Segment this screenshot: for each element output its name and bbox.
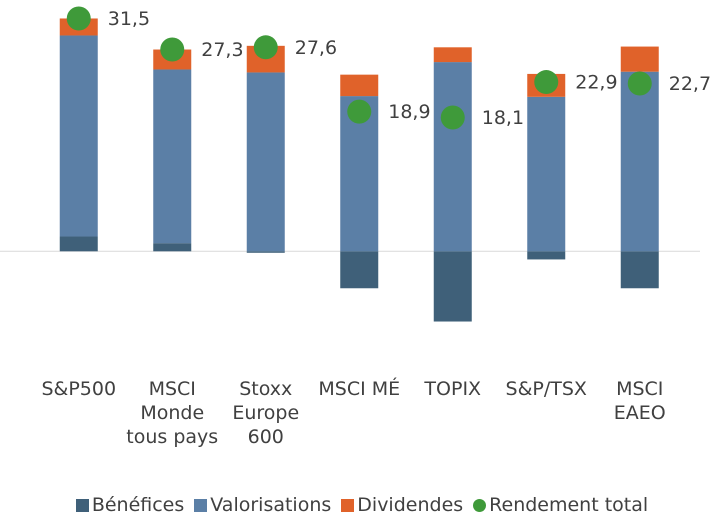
bar-segment xyxy=(527,96,566,252)
bar-segment xyxy=(620,251,659,289)
legend-swatch xyxy=(341,498,355,512)
data-label: 18,1 xyxy=(482,107,524,129)
data-label: 18,9 xyxy=(388,101,430,123)
x-tick-label: S&P500 xyxy=(41,378,117,400)
x-tick-label: S&P/TSX xyxy=(505,378,587,400)
legend-label: Bénéfices xyxy=(91,494,185,516)
x-tick-label: MSCI EAEO xyxy=(613,378,666,424)
bar-segment xyxy=(620,71,659,252)
legend-item: Bénéfices xyxy=(75,494,185,516)
legend-item: Valorisations xyxy=(194,494,331,516)
bar-segment xyxy=(433,251,472,322)
x-tick-label: MSCI Monde tous pays xyxy=(126,378,219,448)
legend-label: Valorisations xyxy=(210,494,332,516)
legend-label: Dividendes xyxy=(357,494,464,516)
bar-segment xyxy=(246,72,285,252)
data-label: 22,7 xyxy=(669,73,711,95)
bar-segment xyxy=(620,46,659,72)
bar-segment xyxy=(246,251,285,253)
data-label: 31,5 xyxy=(108,8,150,30)
x-tick-label: MSCI MÉ xyxy=(318,378,401,400)
total-dot xyxy=(440,105,465,130)
bar-segment xyxy=(340,74,379,97)
legend-swatch xyxy=(75,498,89,512)
bar-segment xyxy=(340,251,379,289)
bar-segment xyxy=(433,62,472,252)
legend-item: Rendement total xyxy=(473,494,648,516)
bar-segment xyxy=(153,243,192,252)
total-dot xyxy=(160,37,185,62)
bar-segment xyxy=(527,251,566,260)
total-dot xyxy=(534,70,559,95)
bar-segment xyxy=(59,35,98,237)
total-dot xyxy=(627,71,652,96)
x-tick-label: TOPIX xyxy=(424,378,482,400)
bar-segment xyxy=(433,47,472,63)
bar-segment xyxy=(59,236,98,252)
data-label: 27,6 xyxy=(295,37,337,59)
bar-segment xyxy=(153,69,192,244)
total-dot xyxy=(347,99,372,124)
data-label: 22,9 xyxy=(575,72,617,94)
legend-label: Rendement total xyxy=(489,494,649,516)
total-dot xyxy=(66,6,91,31)
legend-swatch xyxy=(473,498,487,512)
x-tick-label: Stoxx Europe 600 xyxy=(232,378,300,448)
chart: 31,5 27,3 27,6 18,9 18,1 22,9 22,7 xyxy=(0,6,711,322)
total-dot xyxy=(253,35,278,60)
legend-swatch xyxy=(194,498,208,512)
data-label: 27,3 xyxy=(201,39,243,61)
legend: Bénéfices Valorisations Dividendes Rendemen… xyxy=(0,494,724,516)
legend-item: Dividendes xyxy=(341,494,463,516)
